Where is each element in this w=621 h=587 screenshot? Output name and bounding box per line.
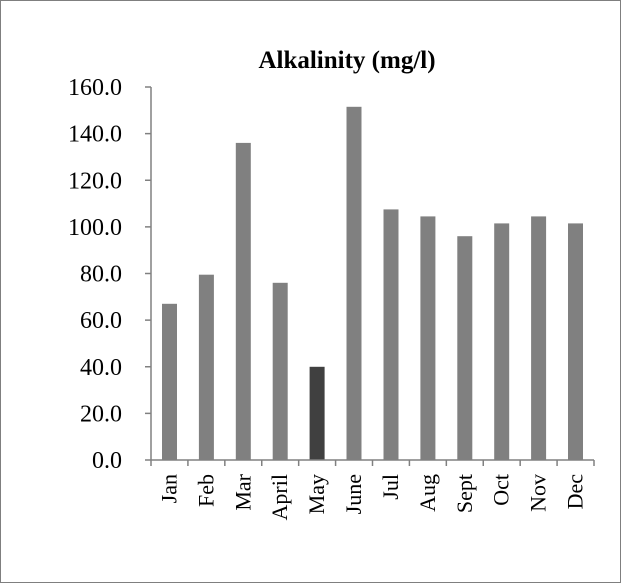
- bar-mar: [235, 142, 251, 460]
- x-tick-label-aug: Aug: [415, 474, 440, 512]
- bars-group: [162, 106, 583, 461]
- x-tick-label-nov: Nov: [526, 474, 551, 512]
- y-tick-label: 160.0: [68, 75, 122, 101]
- x-tick-label-oct: Oct: [489, 474, 514, 506]
- x-tick-label-may: May: [304, 474, 329, 514]
- bar-sept: [457, 236, 473, 460]
- x-tick-label-mar: Mar: [230, 473, 255, 510]
- bar-jul: [383, 209, 399, 460]
- x-tick-label-dec: Dec: [563, 474, 588, 510]
- chart-title: Alkalinity (mg/l): [258, 47, 435, 74]
- x-tick-labels: Jan Feb Mar April May June Jul Aug Sept Oct Nov Dec: [156, 473, 587, 520]
- bar-jan: [162, 303, 177, 460]
- y-tick-label: 60.0: [80, 308, 122, 334]
- y-tick-label: 0.0: [92, 448, 122, 474]
- bar-oct: [494, 223, 510, 460]
- x-tick-label-jul: Jul: [378, 474, 403, 500]
- y-tick-label: 140.0: [68, 122, 122, 148]
- bar-aug: [420, 216, 436, 460]
- x-tick-label-june: June: [341, 474, 366, 514]
- x-tick-label-jan: Jan: [156, 474, 181, 503]
- y-tick-labels: 0.0 20.0 40.0 60.0 80.0 100.0 120.0 140.0 160.0: [68, 75, 122, 474]
- y-tick-label: 120.0: [68, 168, 122, 194]
- bar-dec: [568, 223, 583, 460]
- x-tick-label-april: April: [267, 474, 292, 520]
- y-tick-label: 40.0: [80, 355, 122, 381]
- bar-june: [346, 106, 362, 461]
- bar-may: [309, 366, 325, 461]
- x-tick-label-feb: Feb: [193, 474, 218, 507]
- y-tick-label: 20.0: [80, 401, 122, 427]
- axes-group: [145, 86, 595, 466]
- y-tick-label: 100.0: [68, 215, 122, 241]
- bar-april: [272, 282, 288, 460]
- bar-nov: [531, 216, 547, 460]
- bar-feb: [198, 274, 214, 460]
- x-tick-label-sept: Sept: [452, 474, 477, 513]
- y-tick-label: 80.0: [80, 262, 122, 288]
